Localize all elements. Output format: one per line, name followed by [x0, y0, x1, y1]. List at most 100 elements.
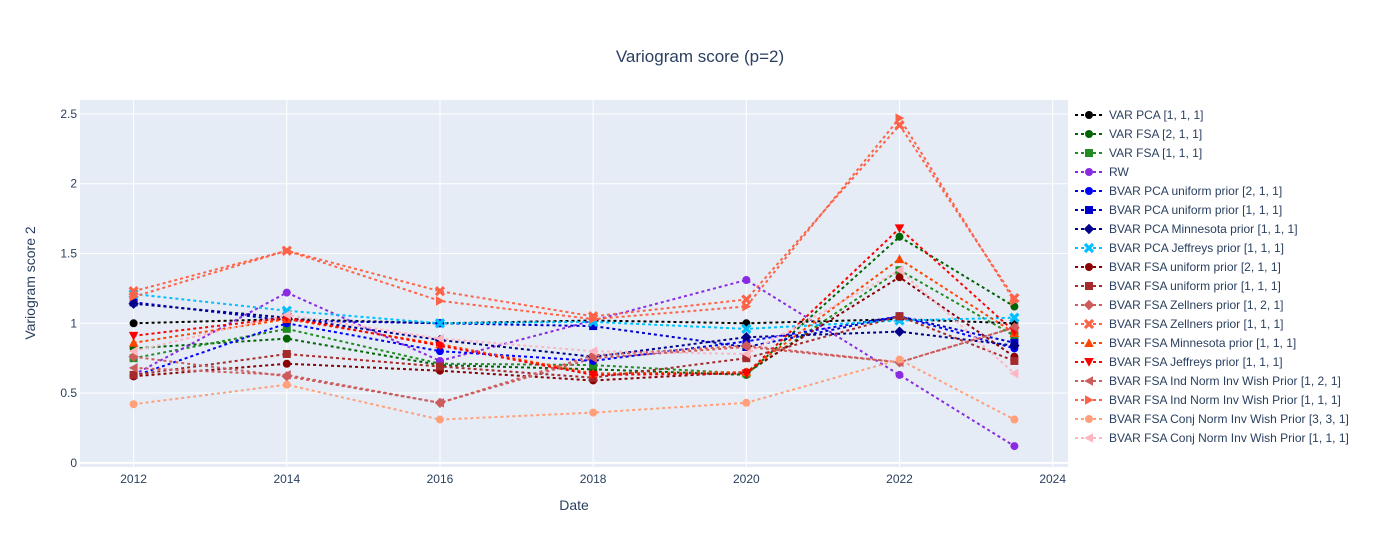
legend-marker[interactable]: [1084, 358, 1094, 367]
data-point[interactable]: [128, 298, 139, 309]
data-point[interactable]: [435, 398, 444, 408]
data-point[interactable]: [589, 322, 598, 331]
data-point[interactable]: [128, 338, 139, 347]
legend-marker[interactable]: [1085, 282, 1093, 290]
data-point[interactable]: [129, 400, 138, 409]
data-point[interactable]: [894, 224, 905, 234]
legend-item[interactable]: BVAR FSA Ind Norm Inv Wish Prior [1, 1, …: [1075, 393, 1341, 407]
legend-marker[interactable]: [1083, 299, 1095, 311]
data-point[interactable]: [741, 323, 752, 334]
data-point[interactable]: [282, 288, 291, 297]
legend-item[interactable]: BVAR FSA uniform prior [2, 1, 1]: [1075, 260, 1281, 274]
legend-item[interactable]: VAR FSA [1, 1, 1]: [1075, 146, 1202, 160]
data-point[interactable]: [589, 314, 598, 324]
data-point[interactable]: [435, 415, 444, 424]
data-point[interactable]: [741, 342, 751, 352]
data-point[interactable]: [282, 245, 292, 256]
data-point[interactable]: [895, 355, 904, 364]
legend-marker[interactable]: [1083, 242, 1095, 254]
legend-marker[interactable]: [1085, 168, 1093, 176]
legend-item[interactable]: BVAR FSA uniform prior [1, 1, 1]: [1075, 279, 1281, 293]
legend-item[interactable]: BVAR FSA Ind Norm Inv Wish Prior [1, 2, …: [1075, 374, 1341, 388]
data-point[interactable]: [742, 398, 751, 407]
data-point[interactable]: [742, 276, 751, 285]
legend-marker[interactable]: [1084, 376, 1093, 386]
data-point[interactable]: [128, 331, 139, 341]
legend-item[interactable]: RW: [1075, 165, 1129, 179]
legend-marker[interactable]: [1083, 223, 1095, 235]
legend-marker[interactable]: [1085, 111, 1093, 119]
legend-marker[interactable]: [1085, 263, 1093, 271]
legend-item[interactable]: BVAR PCA uniform prior [1, 1, 1]: [1075, 203, 1282, 217]
data-point[interactable]: [588, 370, 598, 380]
legend[interactable]: VAR PCA [1, 1, 1] VAR FSA [2, 1, 1] VAR FS…: [1072, 103, 1392, 451]
legend-item[interactable]: BVAR FSA Zellners prior [1, 2, 1]: [1075, 298, 1284, 312]
legend-item[interactable]: BVAR FSA Conj Norm Inv Wish Prior [3, 3,…: [1075, 412, 1349, 426]
legend-item[interactable]: BVAR FSA Jeffreys prior [1, 1, 1]: [1075, 355, 1283, 369]
data-point[interactable]: [282, 324, 291, 333]
legend-marker[interactable]: [1085, 149, 1093, 157]
legend-marker[interactable]: [1085, 206, 1093, 214]
data-point[interactable]: [895, 312, 904, 321]
data-point[interactable]: [435, 333, 444, 344]
data-point[interactable]: [895, 113, 905, 123]
legend-item[interactable]: BVAR FSA Zellners prior [1, 1, 1]: [1075, 317, 1284, 331]
data-point[interactable]: [129, 291, 139, 302]
data-point[interactable]: [1009, 340, 1020, 351]
legend-item[interactable]: BVAR FSA Conj Norm Inv Wish Prior [1, 1,…: [1075, 431, 1349, 445]
data-point[interactable]: [1010, 442, 1019, 451]
legend-item[interactable]: BVAR PCA uniform prior [2, 1, 1]: [1075, 184, 1282, 198]
data-point[interactable]: [435, 362, 444, 371]
data-point[interactable]: [895, 232, 904, 241]
data-point[interactable]: [1009, 368, 1019, 379]
legend-marker[interactable]: [1085, 395, 1094, 405]
legend-item[interactable]: BVAR FSA Minnesota prior [1, 1, 1]: [1075, 336, 1296, 350]
data-point[interactable]: [894, 254, 905, 264]
data-point[interactable]: [894, 265, 904, 276]
data-point[interactable]: [281, 370, 291, 380]
data-point[interactable]: [742, 354, 751, 363]
data-point[interactable]: [282, 349, 291, 358]
data-point[interactable]: [588, 346, 598, 356]
data-point[interactable]: [741, 349, 751, 359]
legend-item[interactable]: BVAR PCA Minnesota prior [1, 1, 1]: [1075, 222, 1298, 236]
data-point[interactable]: [282, 359, 291, 368]
legend-marker[interactable]: [1085, 130, 1093, 138]
data-point[interactable]: [1010, 415, 1019, 424]
data-point[interactable]: [1010, 296, 1020, 306]
legend-marker[interactable]: [1084, 338, 1094, 347]
data-point[interactable]: [128, 346, 138, 356]
data-point[interactable]: [589, 361, 598, 370]
data-point[interactable]: [281, 310, 291, 320]
data-point[interactable]: [741, 369, 752, 379]
legend-marker[interactable]: [1085, 415, 1093, 423]
data-point[interactable]: [435, 347, 444, 356]
legend-item[interactable]: BVAR PCA Jeffreys prior [1, 1, 1]: [1075, 241, 1284, 255]
data-point[interactable]: [588, 353, 598, 363]
data-point[interactable]: [434, 286, 446, 297]
data-point[interactable]: [282, 380, 291, 389]
legend-marker[interactable]: [1083, 318, 1095, 330]
data-point[interactable]: [434, 318, 446, 329]
data-point[interactable]: [895, 370, 904, 379]
legend-marker[interactable]: [1084, 433, 1093, 443]
data-point[interactable]: [895, 273, 904, 282]
data-point[interactable]: [129, 319, 138, 328]
data-point[interactable]: [128, 363, 138, 373]
data-point[interactable]: [1009, 322, 1019, 333]
data-point[interactable]: [742, 301, 752, 312]
legend-marker[interactable]: [1085, 187, 1093, 195]
data-point[interactable]: [741, 294, 752, 305]
legend-item[interactable]: VAR PCA [1, 1, 1]: [1075, 108, 1204, 122]
data-point[interactable]: [282, 334, 291, 343]
data-point[interactable]: [589, 408, 598, 417]
data-point[interactable]: [129, 370, 138, 379]
data-point[interactable]: [435, 341, 445, 351]
data-point[interactable]: [741, 332, 752, 343]
data-point[interactable]: [435, 296, 445, 306]
data-point[interactable]: [587, 350, 599, 361]
data-point[interactable]: [1009, 312, 1020, 323]
data-point[interactable]: [894, 326, 905, 337]
data-point[interactable]: [1010, 356, 1019, 365]
legend-item[interactable]: VAR FSA [2, 1, 1]: [1075, 127, 1202, 141]
